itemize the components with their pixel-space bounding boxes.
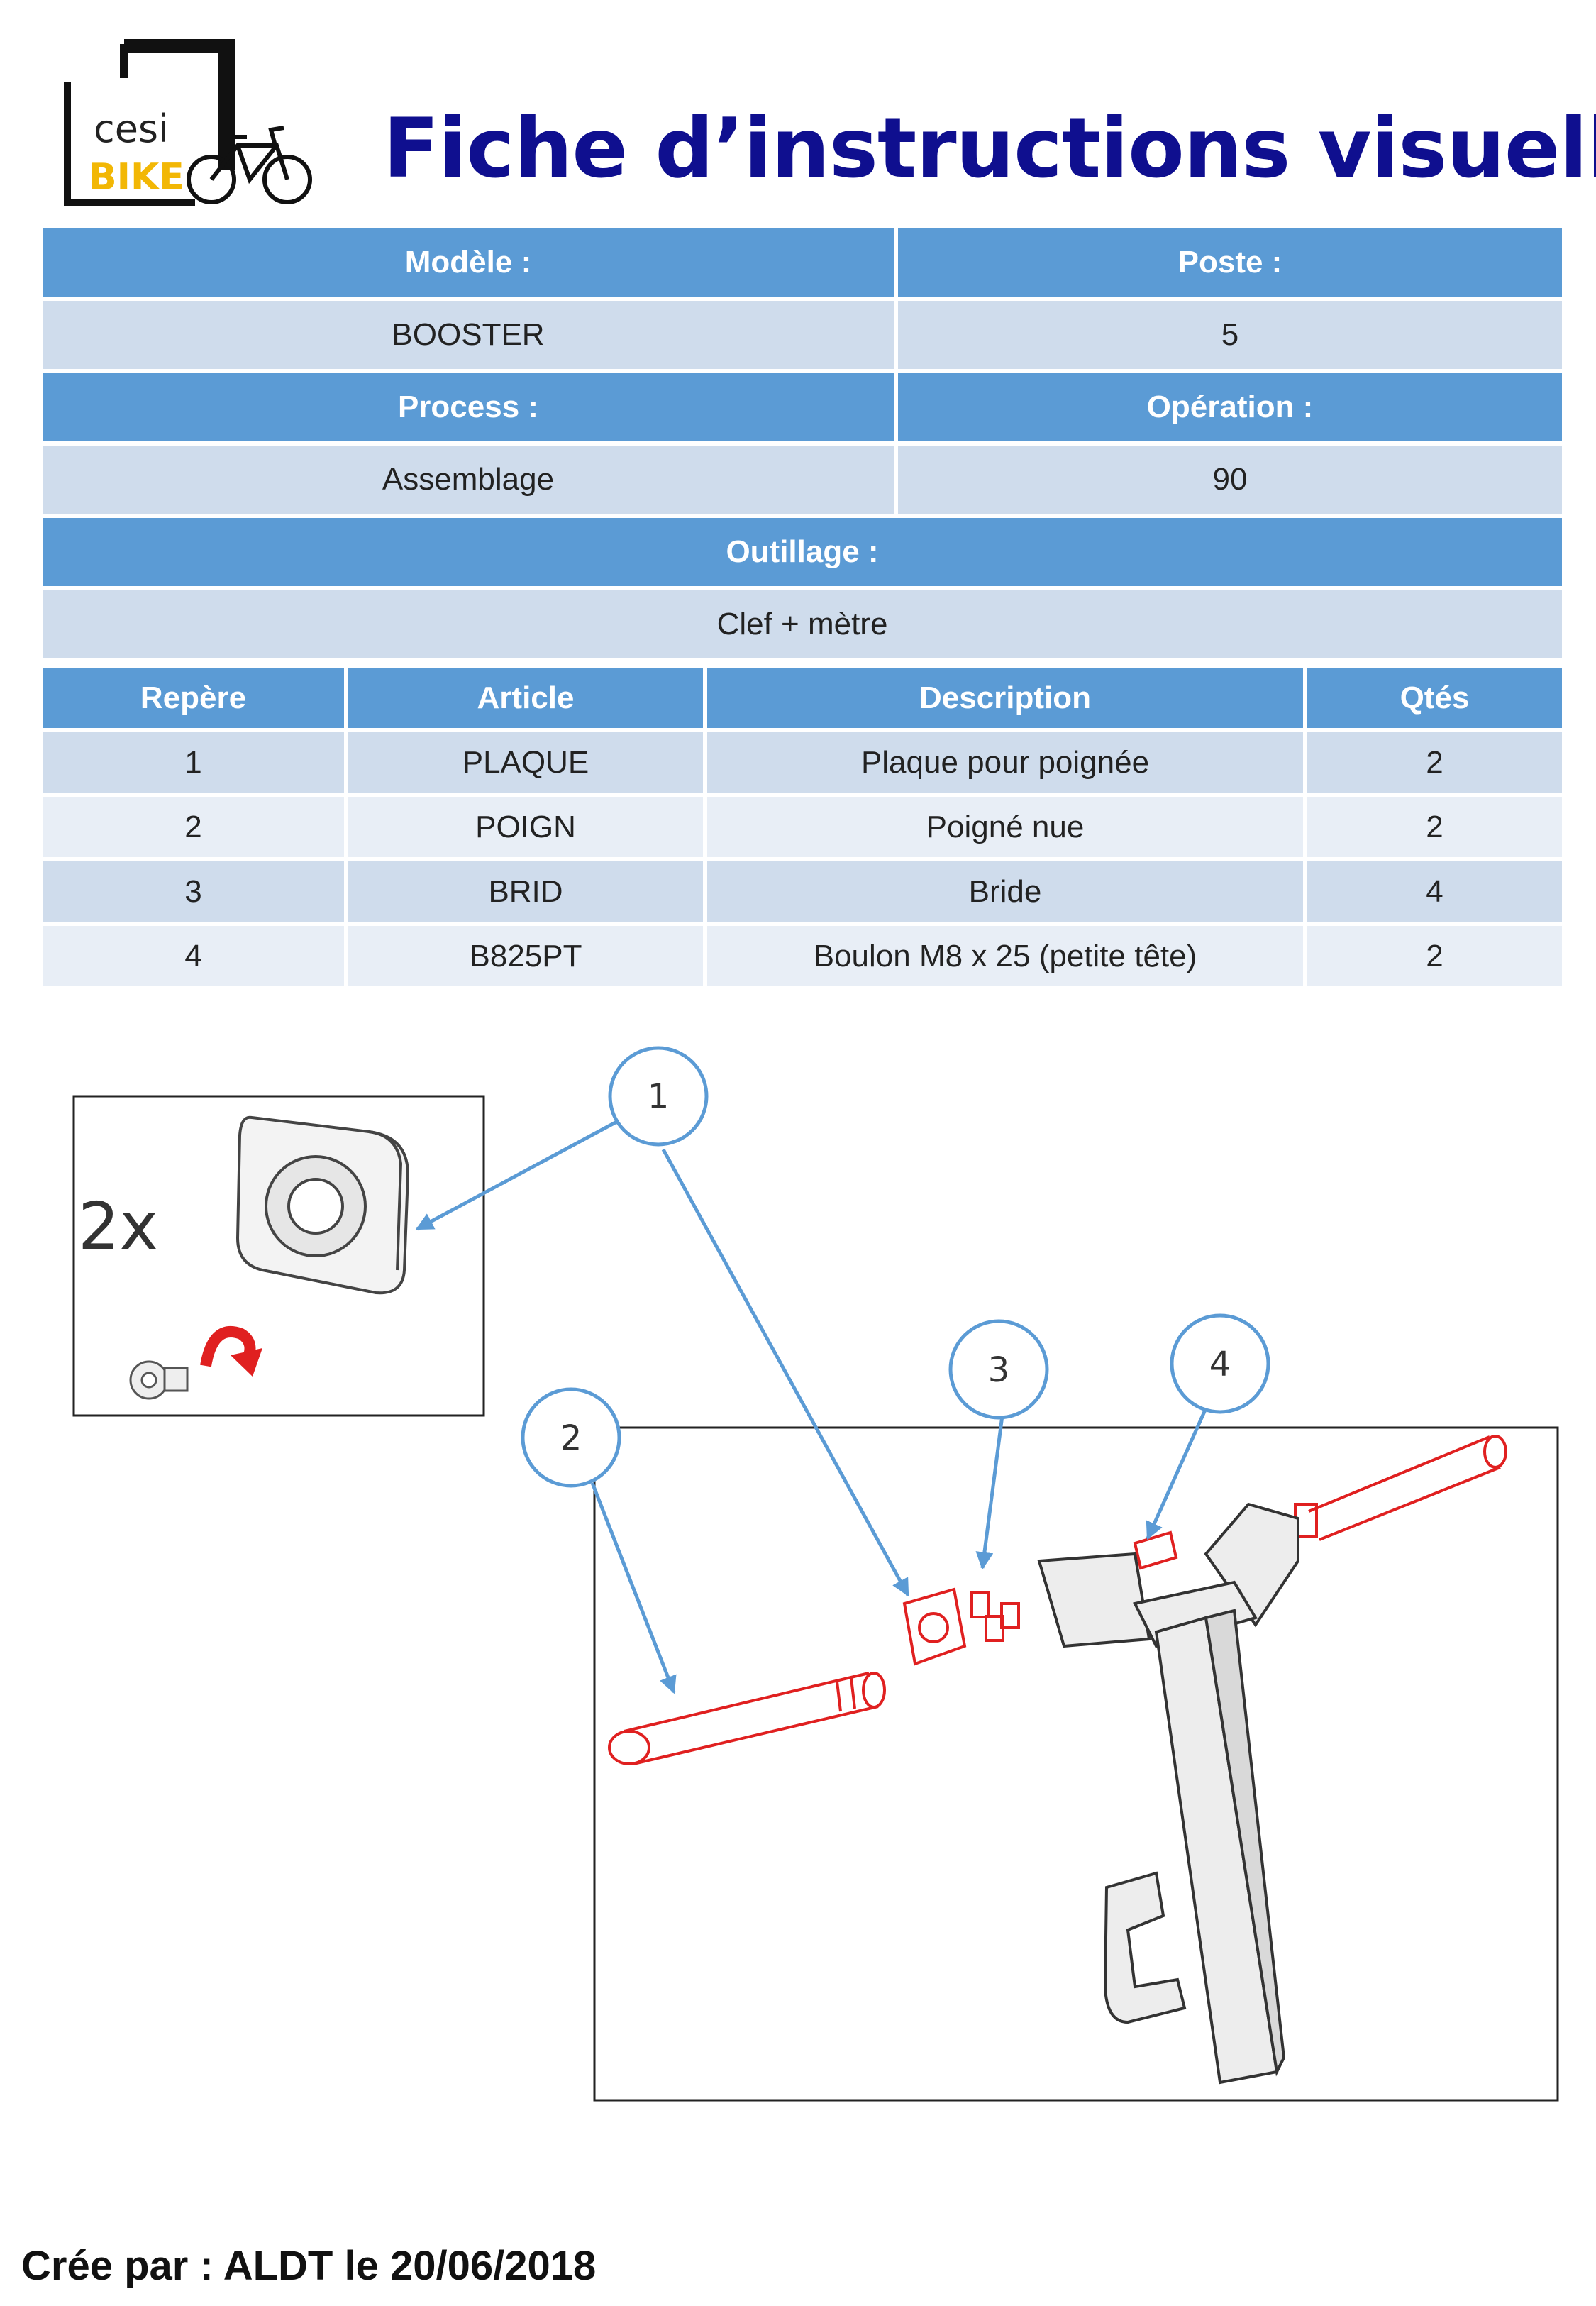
callout-4: 4 [1170, 1313, 1270, 1414]
cesi-bike-logo: cesi BIKE [64, 39, 312, 206]
quantity-cell: 2 [1307, 797, 1562, 857]
callout-2: 2 [521, 1387, 621, 1488]
column-header: Qtés [1307, 668, 1562, 728]
quantity-cell: 2 [1307, 926, 1562, 986]
outillage-value: Clef + mètre [43, 590, 1562, 658]
rotation-arrow-icon [200, 1326, 256, 1367]
process-value: Assemblage [43, 446, 894, 514]
table-row: 1 PLAQUE Plaque pour poignée 2 [43, 732, 1562, 793]
parts-table: Repère Article Description Qtés 1 PLAQUE… [38, 663, 1566, 991]
column-header: Repère [43, 668, 344, 728]
modele-value: BOOSTER [43, 301, 894, 369]
footer-author: Crée par : ALDT le 20/06/2018 [21, 2243, 597, 2289]
handle-plate-icon [235, 1115, 410, 1295]
table-row: 2 POIGN Poigné nue 2 [43, 797, 1562, 857]
column-header: Description [707, 668, 1303, 728]
bicycle-icon [187, 126, 312, 204]
poste-value: 5 [898, 301, 1562, 369]
reference-cell: 4 [43, 926, 344, 986]
parts-header-row: Repère Article Description Qtés [43, 668, 1562, 728]
page-title: Fiche d’instructions visuelles [383, 101, 1596, 197]
quantity-label: 2x [78, 1188, 158, 1264]
detail-panel [593, 1426, 1559, 2102]
article-cell: B825PT [348, 926, 703, 986]
reference-cell: 1 [43, 732, 344, 793]
column-header: Article [348, 668, 703, 728]
table-row: 3 BRID Bride 4 [43, 861, 1562, 922]
article-cell: PLAQUE [348, 732, 703, 793]
bolt-icon [129, 1360, 189, 1400]
svg-text:3: 3 [988, 1350, 1010, 1390]
article-cell: POIGN [348, 797, 703, 857]
svg-text:1: 1 [648, 1077, 670, 1117]
handle-grip-part [608, 1672, 886, 1765]
stem-frame [1037, 1502, 1299, 2085]
clamp-part [970, 1591, 1020, 1642]
svg-text:BIKE: BIKE [89, 156, 184, 199]
reference-cell: 2 [43, 797, 344, 857]
operation-label: Opération : [898, 373, 1562, 441]
svg-text:cesi: cesi [94, 106, 169, 151]
quantity-cell: 4 [1307, 861, 1562, 922]
description-cell: Bride [707, 861, 1303, 922]
quantity-cell: 2 [1307, 732, 1562, 793]
svg-text:4: 4 [1209, 1345, 1231, 1384]
inset-panel: 2x [72, 1095, 485, 1417]
operation-value: 90 [898, 446, 1562, 514]
info-table: Modèle : Poste : BOOSTER 5 Process : Opé… [38, 224, 1566, 663]
assembly-diagram: 2x [72, 1046, 1559, 2102]
poste-label: Poste : [898, 228, 1562, 297]
article-cell: BRID [348, 861, 703, 922]
description-cell: Boulon M8 x 25 (petite tête) [707, 926, 1303, 986]
svg-text:2: 2 [560, 1418, 582, 1458]
handle-grip-part-right [1294, 1435, 1507, 1541]
outillage-label: Outillage : [43, 518, 1562, 586]
callout-1: 1 [608, 1046, 709, 1147]
reference-cell: 3 [43, 861, 344, 922]
callout-3: 3 [948, 1319, 1049, 1420]
description-cell: Plaque pour poignée [707, 732, 1303, 793]
description-cell: Poigné nue [707, 797, 1303, 857]
modele-label: Modèle : [43, 228, 894, 297]
plate-part [902, 1587, 967, 1666]
table-row: 4 B825PT Boulon M8 x 25 (petite tête) 2 [43, 926, 1562, 986]
process-label: Process : [43, 373, 894, 441]
